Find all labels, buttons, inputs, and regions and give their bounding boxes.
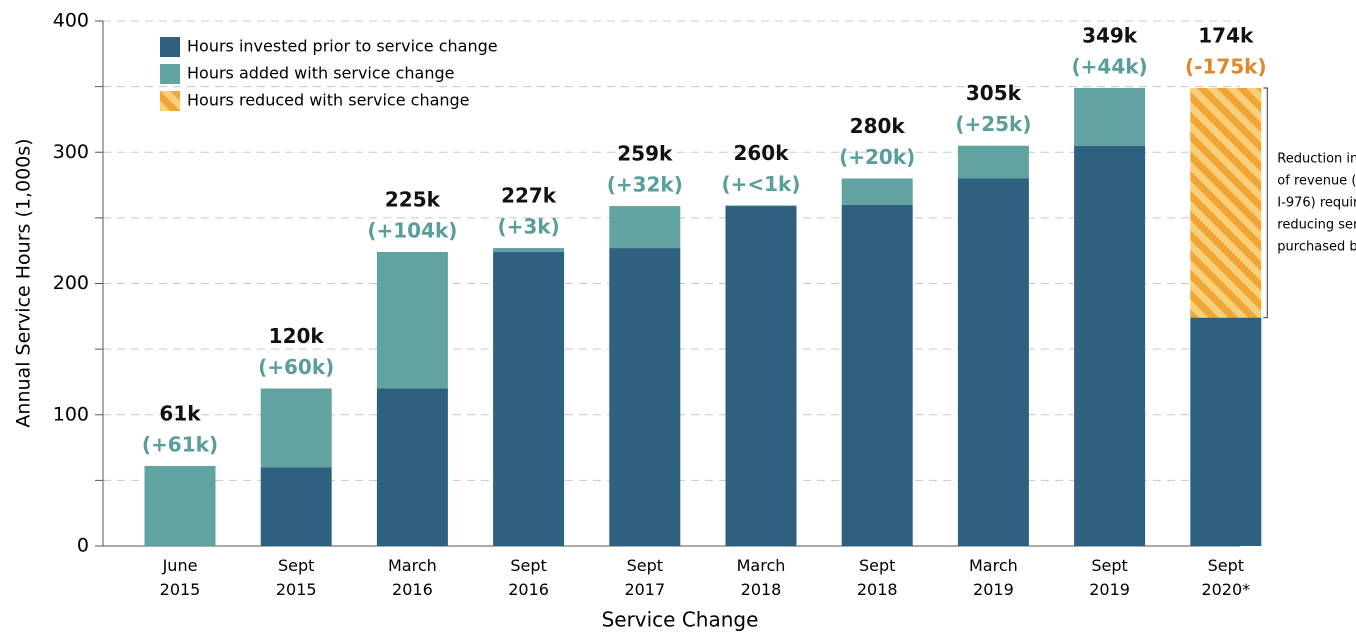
bar-segment (957, 178, 1029, 546)
total-label: 227k (501, 184, 557, 208)
x-tick-line: 2015 (160, 580, 201, 599)
y-tick-label: 100 (53, 403, 89, 425)
x-tick-line: March (969, 556, 1018, 575)
x-tick-line: 2018 (741, 580, 782, 599)
total-label: 120k (269, 324, 325, 348)
value-label: (+<1k) (721, 172, 800, 196)
bar-segment (1190, 317, 1262, 546)
bar-segment (841, 204, 913, 546)
bar-segment (144, 465, 216, 546)
x-tick-label: Sept 2019 (1089, 556, 1130, 599)
total-label: 259k (617, 142, 673, 166)
x-tick-line: Sept (278, 556, 314, 575)
bar-segment (376, 252, 448, 389)
total-label: 349k (1082, 23, 1138, 47)
bar-segment (725, 206, 797, 546)
total-label: 305k (966, 81, 1022, 105)
bar-segment (957, 145, 1029, 179)
value-label: (+20k) (839, 145, 915, 169)
y-tick-label: 400 (53, 10, 89, 32)
x-tick-line: Sept (1208, 556, 1244, 575)
annotation: of revenue (due to (1277, 173, 1356, 188)
legend-swatch (160, 64, 180, 84)
x-tick-line: 2016 (508, 580, 549, 599)
x-tick-line: June (162, 556, 198, 575)
annotation: purchased by 50% (1277, 239, 1356, 254)
value-label: (+3k) (497, 215, 559, 239)
total-label: 61k (159, 401, 201, 425)
y-tick-label: 0 (77, 535, 89, 557)
x-tick-line: 2017 (624, 580, 665, 599)
bar-segment (260, 467, 332, 546)
total-label: 280k (850, 114, 906, 138)
bar-segment (493, 252, 565, 546)
x-tick-line: 2019 (973, 580, 1014, 599)
value-label: (+104k) (367, 219, 457, 243)
annotation: Reduction in 50% (1277, 151, 1356, 166)
y-tick-label: 200 (53, 272, 89, 294)
bar-segment (841, 178, 913, 205)
x-tick-label: Sept 2016 (508, 556, 549, 599)
x-tick-label: Sept 2015 (276, 556, 317, 599)
bar-segment (609, 206, 681, 249)
bar-segment (376, 388, 448, 546)
legend-swatch (160, 91, 180, 111)
legend-swatch (160, 37, 180, 57)
x-tick-label: Sept 2020* (1201, 556, 1250, 599)
x-axis-title: Service Change (602, 608, 759, 632)
bar-segment (1190, 87, 1262, 318)
annotation: I-976) required (1277, 195, 1356, 210)
y-tick-label: 300 (53, 141, 89, 163)
x-tick-line: 2020* (1201, 580, 1250, 599)
x-tick-line: 2016 (392, 580, 433, 599)
total-label: 174k (1198, 23, 1254, 47)
bar-segment (493, 248, 565, 252)
x-tick-line: Sept (859, 556, 895, 575)
value-label: (+44k) (1072, 54, 1148, 78)
legend-label: Hours added with service change (187, 64, 454, 83)
bar-segment (260, 388, 332, 468)
x-tick-line: Sept (1091, 556, 1127, 575)
annotation: reducing service (1277, 217, 1356, 232)
total-label: 260k (733, 141, 789, 165)
x-tick-line: Sept (627, 556, 663, 575)
total-label: 225k (385, 188, 441, 212)
value-label: (-175k) (1185, 54, 1267, 78)
value-label: (+61k) (142, 432, 218, 456)
bar-segment (1074, 145, 1146, 546)
bar-segment (725, 205, 797, 207)
value-label: (+32k) (607, 173, 683, 197)
x-tick-line: March (388, 556, 437, 575)
annotation-bracket (1263, 87, 1268, 319)
bar-segment (1074, 87, 1146, 146)
x-tick-label: June 2015 (160, 556, 201, 599)
x-tick-label: Sept 2017 (624, 556, 665, 599)
legend-label: Hours invested prior to service change (187, 37, 498, 56)
value-label: (+25k) (955, 112, 1031, 136)
legend-label: Hours reduced with service change (187, 91, 470, 110)
x-tick-line: 2018 (857, 580, 898, 599)
x-tick-label: March 2018 (737, 556, 786, 599)
y-axis-title: Annual Service Hours (1,000s) (13, 138, 35, 427)
value-label: (+60k) (258, 355, 334, 379)
x-tick-label: March 2019 (969, 556, 1018, 599)
x-tick-line: March (737, 556, 786, 575)
x-tick-label: Sept 2018 (857, 556, 898, 599)
x-tick-line: Sept (510, 556, 546, 575)
x-tick-label: March 2016 (388, 556, 437, 599)
bar-segment (609, 248, 681, 546)
x-tick-line: 2015 (276, 580, 317, 599)
x-tick-line: 2019 (1089, 580, 1130, 599)
